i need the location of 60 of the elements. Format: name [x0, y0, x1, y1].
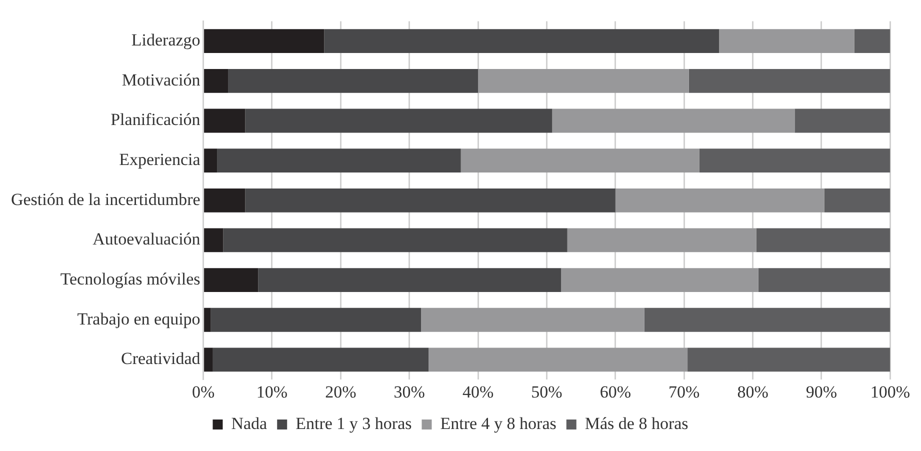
x-tick-label: 80%	[737, 382, 768, 402]
bar	[719, 29, 854, 54]
bar	[204, 148, 218, 173]
bar	[228, 68, 478, 93]
x-tick-label: 50%	[531, 382, 562, 402]
x-tick-label: 100%	[870, 382, 910, 402]
bar	[854, 29, 890, 54]
y-tick-label: Creatividad	[120, 349, 201, 368]
y-tick-label: Planificación	[110, 110, 201, 130]
bar	[460, 148, 700, 173]
bar	[478, 68, 689, 93]
bar	[204, 308, 211, 332]
x-tick-label: 90%	[806, 382, 838, 402]
bar	[212, 348, 429, 372]
legend-label: Entre 4 y 8 horas	[440, 414, 556, 433]
x-tick-label: 0%	[192, 382, 215, 402]
bar	[204, 68, 228, 93]
bar	[552, 108, 795, 133]
bar	[756, 228, 890, 252]
x-tick-label: 40%	[462, 382, 494, 402]
bar	[258, 268, 562, 292]
bar	[567, 228, 756, 252]
y-tick-label: Liderazgo	[131, 30, 200, 50]
y-tick-label: Tecnologías móviles	[60, 270, 200, 289]
bar	[758, 268, 890, 292]
bar	[204, 228, 224, 252]
y-tick-label: Motivación	[122, 70, 201, 90]
bar	[204, 268, 258, 292]
legend-label: Nada	[231, 414, 268, 433]
bar	[615, 188, 824, 212]
x-tick-label: 70%	[668, 382, 700, 402]
bar	[699, 148, 890, 173]
bar	[824, 188, 890, 212]
bar	[421, 308, 644, 332]
y-tick-label: Autoevaluación	[92, 230, 201, 249]
y-tick-label: Gestión de la incertidumbre	[10, 190, 200, 209]
bar	[204, 188, 246, 212]
bar	[204, 29, 324, 54]
legend-label: Entre 1 y 3 horas	[296, 414, 412, 433]
legend-label: Más de 8 horas	[584, 414, 688, 433]
bar	[644, 308, 890, 332]
x-tick-label: 30%	[394, 382, 425, 402]
bar	[217, 148, 461, 173]
bar	[245, 108, 552, 133]
bar	[688, 348, 890, 372]
y-tick-label: Experiencia	[119, 150, 201, 170]
y-tick-label: Trabajo en equipo	[77, 309, 200, 328]
x-tick-label: 60%	[600, 382, 632, 402]
bar	[223, 228, 568, 252]
bar	[561, 268, 758, 292]
bar	[204, 348, 213, 372]
bar	[688, 68, 890, 93]
x-tick-label: 10%	[256, 382, 288, 402]
x-tick-label: 20%	[325, 382, 356, 402]
bar	[245, 188, 616, 212]
bar	[428, 348, 688, 372]
bar	[210, 308, 422, 332]
bar	[794, 108, 890, 133]
bar	[204, 108, 246, 133]
bar	[324, 29, 720, 54]
